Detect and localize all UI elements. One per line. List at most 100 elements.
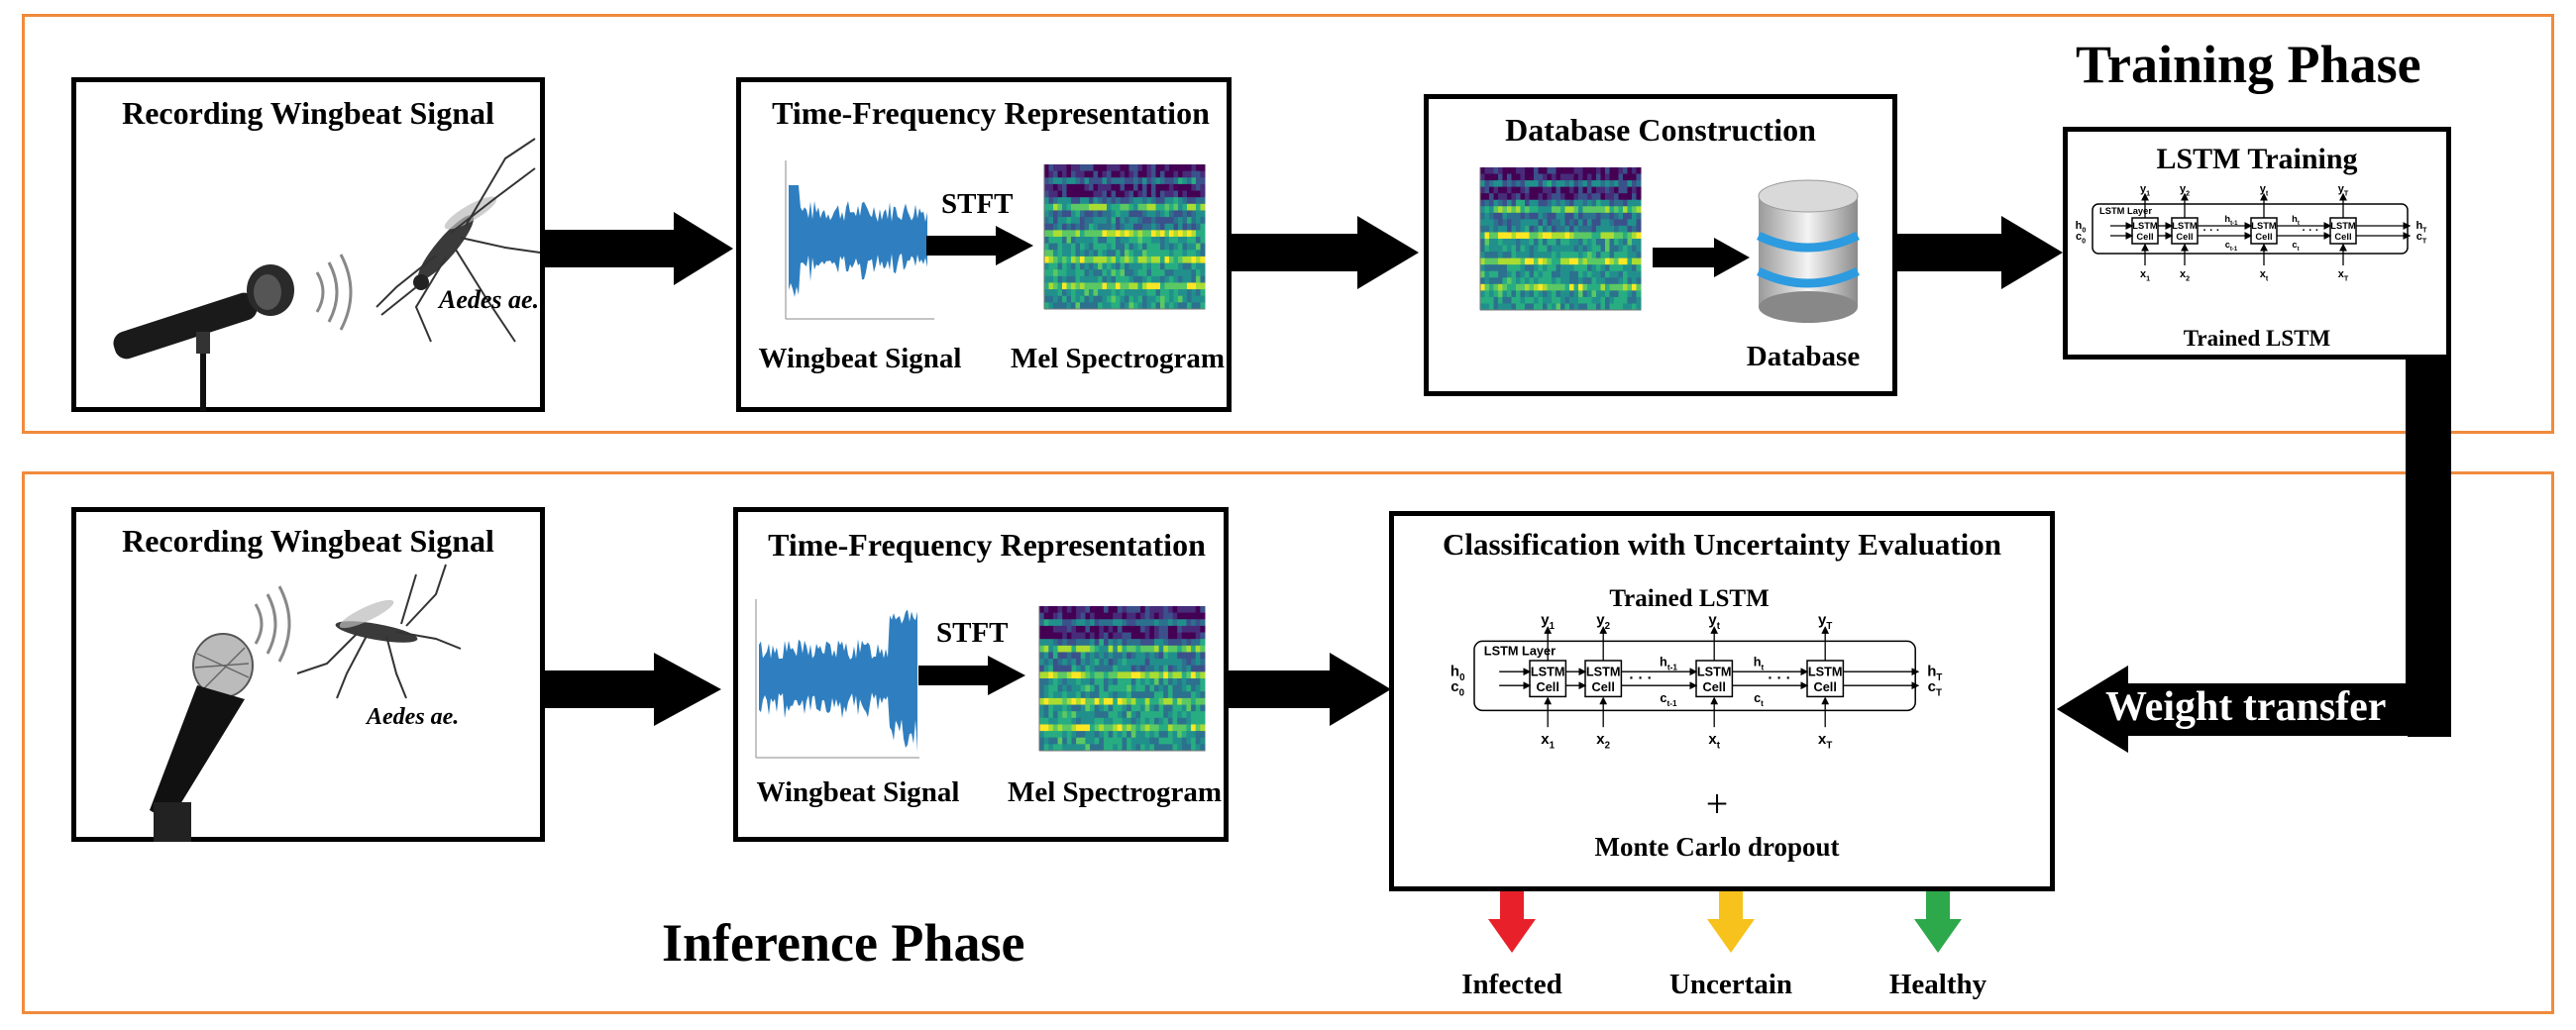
svg-text:xT: xT: [2338, 268, 2349, 282]
svg-text:ht-1: ht-1: [1660, 655, 1677, 672]
training-phase-frame: [22, 14, 2554, 434]
classification-title: Classification with Uncertainty Evaluati…: [1442, 527, 2002, 562]
outcome-healthy-label: Healthy: [1888, 969, 1987, 1000]
svg-text:LSTM: LSTM: [2330, 221, 2356, 231]
svg-text:LSTM Layer: LSTM Layer: [2099, 206, 2152, 216]
classification-plus: +: [1705, 781, 1729, 826]
svg-text:LSTM: LSTM: [2251, 221, 2277, 231]
svg-text:· · ·: · · ·: [1768, 670, 1790, 686]
inference-spectrogram-caption: Mel Spectrogram: [1007, 776, 1223, 808]
svg-text:Cell: Cell: [1537, 679, 1559, 694]
inference-species-label: Aedes ae.: [367, 704, 460, 730]
inference-recording-box: [71, 507, 545, 842]
inference-phase-frame: [22, 471, 2554, 1014]
svg-text:Cell: Cell: [2176, 232, 2193, 242]
inference-microphone-icon: [150, 633, 254, 842]
mosquito-icon: [376, 138, 541, 343]
classification-box: [1389, 511, 2055, 891]
sound-waves-icon: [315, 254, 353, 331]
svg-text:LSTM: LSTM: [2132, 221, 2158, 231]
inference-sound-waves-icon: [254, 585, 291, 663]
training-recording-title: Recording Wingbeat Signal: [122, 95, 494, 131]
classification-model-caption: Trained LSTM: [1609, 585, 1770, 612]
svg-text:yT: yT: [2338, 183, 2349, 197]
svg-text:xt: xt: [2260, 268, 2269, 282]
database-title: Database Construction: [1505, 112, 1816, 148]
training-spectrogram: [1043, 164, 1206, 310]
outcome-arrow-healthy: [1914, 891, 1962, 953]
svg-text:· · ·: · · ·: [1629, 670, 1652, 686]
svg-text:h0: h0: [2076, 220, 2087, 234]
outcome-arrow-infected: [1488, 891, 1536, 953]
svg-text:ct-1: ct-1: [1660, 690, 1677, 708]
svg-text:Cell: Cell: [2255, 232, 2272, 242]
inference-mosquito-icon: [296, 564, 462, 699]
svg-text:LSTM: LSTM: [1697, 664, 1732, 678]
training-phase-title: Training Phase: [2076, 35, 2421, 94]
svg-text:Cell: Cell: [1814, 679, 1837, 694]
inference-tfr-title: Time-Frequency Representation: [768, 527, 1206, 563]
training-spectrogram-caption: Mel Spectrogram: [1010, 343, 1226, 374]
svg-text:hT: hT: [2415, 220, 2427, 234]
svg-text:LSTM: LSTM: [2172, 221, 2198, 231]
training-stft-label: STFT: [941, 188, 1014, 220]
database-caption: Database: [1746, 341, 1861, 372]
svg-text:ct: ct: [2292, 240, 2299, 253]
weight-transfer-vertical: [2408, 355, 2451, 737]
svg-text:Cell: Cell: [2334, 232, 2351, 242]
svg-text:x1: x1: [1541, 731, 1555, 752]
svg-text:LSTM Layer: LSTM Layer: [1484, 643, 1556, 658]
outcome-arrow-uncertain: [1707, 891, 1755, 953]
outcome-arrows: [1488, 891, 1962, 953]
training-tfr-title: Time-Frequency Representation: [772, 95, 1210, 131]
svg-text:LSTM: LSTM: [1586, 664, 1621, 678]
lstm-training-title: LSTM Training: [2156, 143, 2358, 175]
lstm-training-caption: Trained LSTM: [2183, 326, 2331, 351]
svg-text:ct: ct: [1754, 690, 1764, 708]
svg-text:Cell: Cell: [1703, 679, 1726, 694]
dropout-caption: Monte Carlo dropout: [1594, 832, 1840, 862]
inference-signal-caption: Wingbeat Signal: [756, 776, 960, 808]
svg-text:Cell: Cell: [1592, 679, 1615, 694]
svg-text:ht: ht: [2292, 214, 2300, 227]
svg-text:LSTM: LSTM: [1531, 664, 1565, 678]
svg-text:y1: y1: [2140, 183, 2150, 197]
svg-text:yt: yt: [2260, 183, 2269, 197]
svg-text:cT: cT: [2416, 231, 2427, 245]
svg-text:ht: ht: [1754, 655, 1765, 672]
svg-text:x1: x1: [2140, 268, 2150, 282]
weight-transfer-label: Weight transfer: [2105, 684, 2387, 730]
training-stft-arrow: [926, 226, 1033, 265]
database-spectrogram: [1479, 167, 1642, 311]
training-species-label: Aedes ae.: [439, 285, 540, 314]
svg-text:xt: xt: [1708, 731, 1720, 752]
svg-text:· · ·: · · ·: [2202, 225, 2219, 237]
inference-waveform: [755, 599, 919, 759]
svg-text:Cell: Cell: [2136, 232, 2153, 242]
svg-text:x2: x2: [2180, 268, 2190, 282]
microphone-icon: [113, 264, 294, 411]
training-recording-box: [71, 77, 545, 412]
svg-text:ct-1: ct-1: [2225, 240, 2238, 253]
svg-text:y2: y2: [2180, 183, 2190, 197]
inference-stft-label: STFT: [936, 617, 1009, 649]
database-arrow: [1653, 238, 1750, 277]
svg-text:x2: x2: [1596, 731, 1610, 752]
training-waveform: [785, 160, 934, 320]
arrow-train-1: [543, 212, 733, 285]
arrow-train-3: [1892, 216, 2063, 289]
arrow-infer-2: [1227, 653, 1391, 726]
training-signal-caption: Wingbeat Signal: [758, 343, 962, 374]
inference-spectrogram: [1038, 606, 1206, 752]
inference-recording-title: Recording Wingbeat Signal: [122, 523, 494, 559]
svg-text:LSTM: LSTM: [1808, 664, 1843, 678]
lstm-diagram-small: LSTM LayerLSTMCelly1x1LSTMCelly2x2LSTMCe…: [2076, 183, 2428, 282]
outcome-infected-label: Infected: [1461, 969, 1562, 1000]
svg-text:xT: xT: [1818, 731, 1832, 752]
svg-text:c0: c0: [2076, 231, 2086, 245]
inference-stft-arrow: [918, 656, 1025, 695]
outcome-uncertain-label: Uncertain: [1668, 969, 1793, 1000]
arrow-infer-1: [543, 653, 721, 726]
arrow-train-2: [1229, 216, 1419, 289]
